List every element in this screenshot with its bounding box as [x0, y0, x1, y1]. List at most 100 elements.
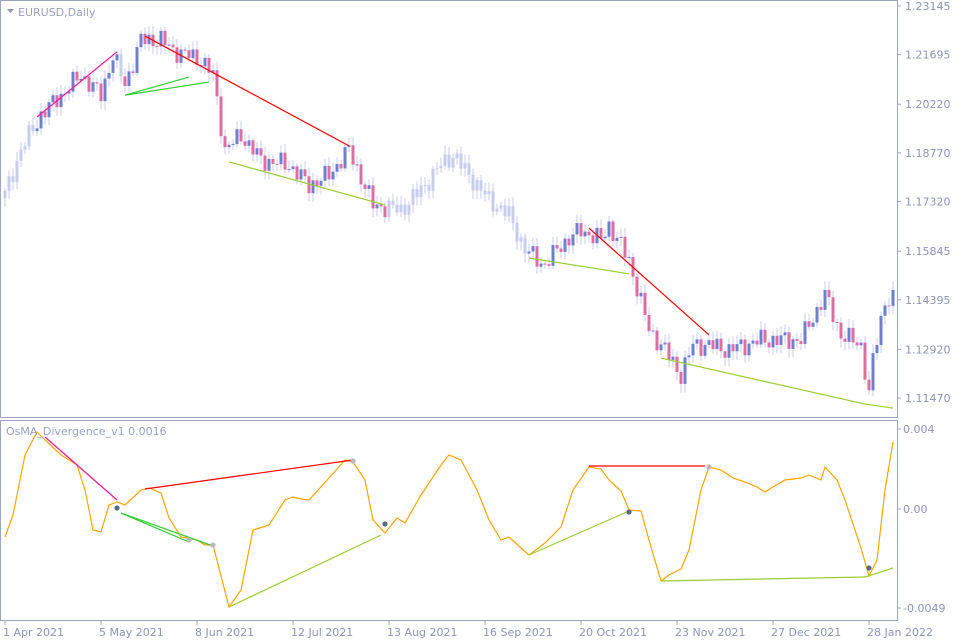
signal-dot	[706, 464, 712, 470]
candle-body	[379, 204, 383, 207]
candle-body	[47, 102, 51, 118]
candle	[467, 154, 471, 184]
candle	[203, 53, 207, 75]
candle	[511, 197, 515, 231]
candle	[207, 53, 211, 82]
candle	[647, 306, 651, 337]
candle-body	[283, 152, 287, 170]
signal-dot	[626, 509, 632, 515]
candle-body	[247, 140, 251, 146]
candle	[423, 177, 427, 195]
dropdown-triangle-icon[interactable]	[7, 9, 14, 13]
candle	[167, 37, 171, 54]
candle-body	[867, 379, 871, 391]
candle-body	[75, 71, 79, 81]
candle-body	[499, 205, 503, 209]
candle	[635, 272, 639, 305]
candle-body	[287, 169, 291, 171]
candle	[483, 182, 487, 202]
candle-body	[271, 158, 275, 164]
candle	[399, 196, 403, 218]
candle-body	[687, 355, 691, 358]
candle	[139, 30, 143, 52]
signal-dot	[866, 565, 872, 571]
candle-body	[303, 169, 307, 177]
candle-body	[367, 185, 371, 189]
candle-body	[127, 71, 131, 86]
candle	[695, 332, 699, 350]
candle	[803, 312, 807, 349]
candle-body	[335, 163, 339, 172]
candle-body	[743, 339, 747, 356]
candle	[543, 260, 547, 269]
candle-body	[511, 206, 515, 223]
candle-body	[643, 292, 647, 315]
time-tick-label: 5 May 2021	[99, 626, 164, 639]
time-tick-label: 13 Aug 2021	[387, 626, 457, 639]
candle	[819, 299, 823, 316]
candle	[679, 368, 683, 393]
candle	[215, 61, 219, 105]
candle	[643, 284, 647, 322]
candle-body	[539, 263, 543, 267]
osma-line	[4, 430, 894, 609]
candle-body	[107, 72, 111, 79]
price-axis[interactable]: 1.23145 1.21695 1.20220 1.18770 1.17320 1.158…	[897, 0, 951, 405]
price-tick-label: 1.12920	[905, 343, 951, 356]
candle	[875, 338, 879, 361]
candle	[495, 203, 499, 216]
candle	[715, 330, 719, 356]
price-divergence-lines	[36, 35, 894, 409]
candle-body	[87, 76, 91, 92]
candle	[243, 133, 247, 151]
candle-body	[783, 332, 787, 336]
candle	[559, 241, 563, 259]
candle	[3, 188, 7, 207]
candle-body	[179, 49, 183, 63]
candle-body	[371, 185, 375, 209]
candle	[403, 197, 407, 221]
osma-divergence-line	[528, 510, 630, 556]
oscillator	[4, 430, 894, 609]
osma-divergence-line	[120, 512, 214, 547]
candle-body	[847, 327, 851, 342]
candle	[555, 236, 559, 254]
candle-body	[135, 47, 139, 74]
time-axis[interactable]: 1 Apr 2021 5 May 2021 8 Jun 2021 12 Jul 202…	[3, 621, 933, 639]
candle	[431, 165, 435, 198]
candle	[823, 281, 827, 318]
candle	[735, 335, 739, 360]
candle	[719, 332, 723, 359]
candle	[455, 149, 459, 165]
candle	[787, 326, 791, 358]
candle	[235, 121, 239, 148]
candle-body	[487, 191, 491, 195]
candle-body	[119, 54, 123, 77]
candle	[439, 157, 443, 174]
candle-body	[239, 129, 243, 142]
candle	[499, 201, 503, 213]
candle	[807, 314, 811, 331]
price-divergence-line	[124, 81, 210, 96]
candle-body	[171, 44, 175, 48]
candle-body	[155, 46, 159, 48]
time-tick-label: 28 Jan 2022	[867, 626, 933, 639]
candle-body	[359, 164, 363, 185]
candle	[683, 350, 687, 393]
candle-body	[611, 221, 615, 241]
candle-body	[459, 153, 463, 169]
candle	[419, 176, 423, 206]
candle-body	[323, 165, 327, 181]
candle-body	[251, 140, 255, 155]
candle	[255, 142, 259, 163]
candle-body	[579, 223, 583, 237]
candle-body	[455, 153, 459, 159]
candle	[747, 339, 751, 362]
candle-body	[495, 208, 499, 212]
price-divergence-line	[228, 161, 386, 206]
candle	[723, 348, 727, 366]
candle-body	[195, 49, 199, 65]
candle	[831, 290, 835, 331]
candle-body	[115, 54, 119, 61]
